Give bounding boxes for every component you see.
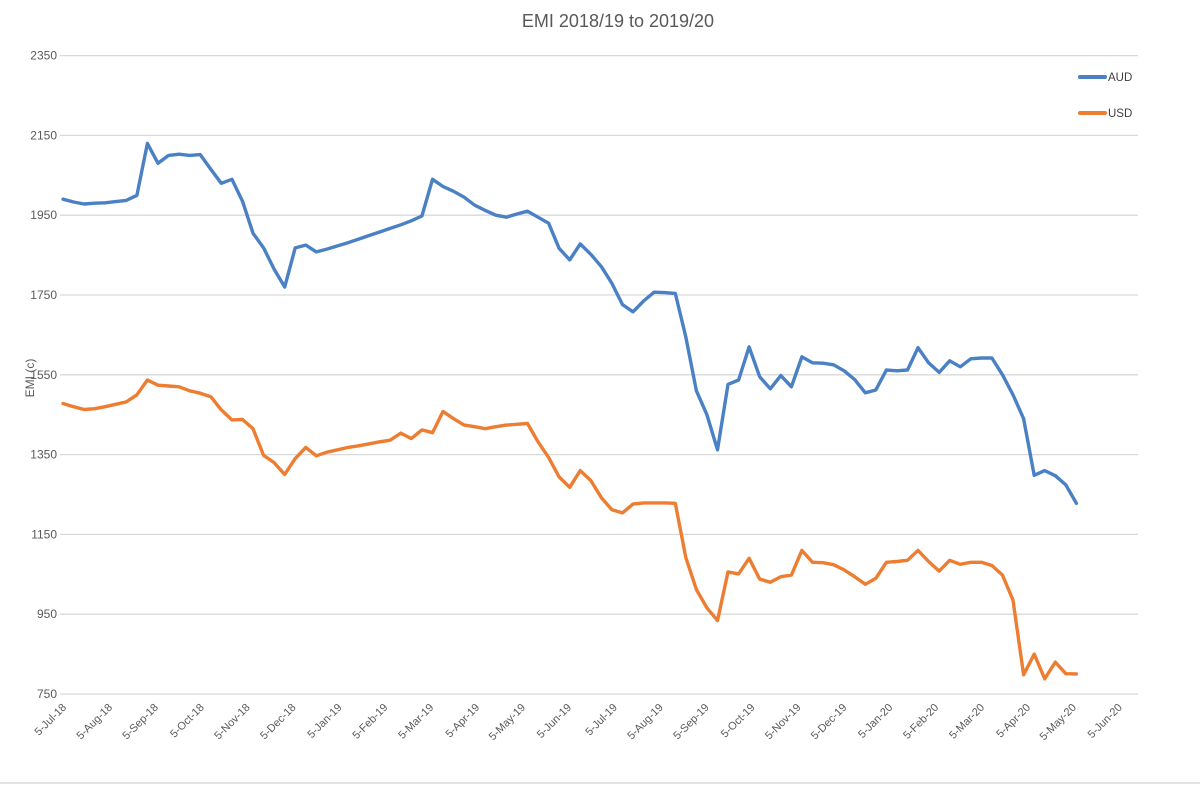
series-line-aud bbox=[61, 141, 1079, 505]
x-tick-5-Apr-20: 5-Apr-20 bbox=[994, 702, 1033, 741]
x-tick-5-May-20: 5-May-20 bbox=[1038, 702, 1079, 743]
x-tick-5-Dec-18: 5-Dec-18 bbox=[258, 702, 298, 742]
chart-legend: AUD USD bbox=[1078, 72, 1132, 120]
y-tick-750: 750 bbox=[37, 687, 57, 701]
x-tick-5-Sep-18: 5-Sep-18 bbox=[120, 702, 160, 742]
y-tick-1350: 1350 bbox=[30, 448, 57, 462]
x-tick-5-Dec-19: 5-Dec-19 bbox=[809, 702, 849, 742]
x-tick-5-Feb-19: 5-Feb-19 bbox=[350, 702, 390, 742]
gridlines bbox=[60, 54, 1138, 695]
y-tick-2150: 2150 bbox=[30, 128, 57, 142]
x-tick-5-Jun-19: 5-Jun-19 bbox=[535, 702, 574, 741]
y-tick-1950: 1950 bbox=[30, 208, 57, 222]
y-tick-2350: 2350 bbox=[30, 49, 57, 63]
x-tick-5-Mar-19: 5-Mar-19 bbox=[396, 702, 436, 742]
y-tick-1550: 1550 bbox=[30, 368, 57, 382]
y-tick-950: 950 bbox=[37, 607, 57, 621]
x-tick-5-Feb-20: 5-Feb-20 bbox=[901, 702, 941, 742]
x-tick-5-Nov-18: 5-Nov-18 bbox=[212, 702, 252, 742]
y-tick-1750: 1750 bbox=[30, 288, 57, 302]
x-tick-5-Jun-20: 5-Jun-20 bbox=[1086, 702, 1125, 741]
y-axis-tick-labels: 2350 2150 1950 1750 1550 1350 1150 950 750 bbox=[30, 49, 57, 701]
x-tick-5-Oct-18: 5-Oct-18 bbox=[168, 702, 207, 741]
x-tick-5-Apr-19: 5-Apr-19 bbox=[443, 702, 482, 741]
series-line-usd bbox=[61, 378, 1079, 681]
x-tick-5-Oct-19: 5-Oct-19 bbox=[719, 702, 758, 741]
x-tick-5-Nov-19: 5-Nov-19 bbox=[763, 702, 803, 742]
y-tick-1150: 1150 bbox=[31, 527, 57, 541]
x-tick-5-Jan-20: 5-Jan-20 bbox=[856, 702, 895, 741]
x-tick-5-Jan-19: 5-Jan-19 bbox=[305, 702, 344, 741]
x-tick-5-Jul-19: 5-Jul-19 bbox=[583, 702, 620, 739]
y-axis-title: EMI (c) bbox=[23, 359, 37, 398]
x-tick-5-Mar-20: 5-Mar-20 bbox=[947, 702, 987, 742]
x-tick-5-Sep-19: 5-Sep-19 bbox=[671, 702, 711, 742]
legend-usd-label: USD bbox=[1108, 108, 1132, 120]
x-axis-tick-labels: 5-Jul-18 5-Aug-18 5-Sep-18 5-Oct-18 5-Nov-18… bbox=[33, 702, 1125, 743]
x-tick-5-May-19: 5-May-19 bbox=[487, 702, 528, 743]
x-tick-5-Aug-19: 5-Aug-19 bbox=[625, 702, 665, 742]
x-tick-5-Aug-18: 5-Aug-18 bbox=[75, 702, 115, 742]
legend-aud-label: AUD bbox=[1108, 72, 1132, 84]
chart-title: EMI 2018/19 to 2019/20 bbox=[522, 11, 714, 31]
series-lines bbox=[61, 141, 1079, 681]
x-tick-5-Jul-18: 5-Jul-18 bbox=[33, 702, 70, 739]
